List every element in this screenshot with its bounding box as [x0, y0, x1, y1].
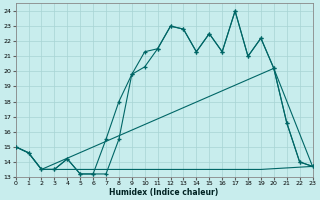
X-axis label: Humidex (Indice chaleur): Humidex (Indice chaleur) [109, 188, 219, 197]
